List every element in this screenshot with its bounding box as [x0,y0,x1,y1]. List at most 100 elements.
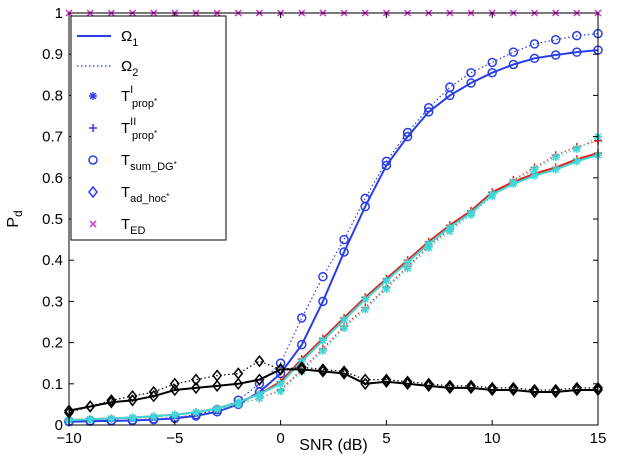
data-point [339,234,349,245]
asterisk-mark-b [425,244,433,252]
x-tick-label: 5 [382,430,390,447]
circle-mark [297,339,307,350]
data-point [487,383,498,397]
diamond-mark [190,381,201,395]
data-point [423,379,434,393]
data-point [423,103,434,113]
x-mark-b [89,220,97,228]
data-point [276,379,285,388]
data-point [466,379,477,393]
circle-mark [381,156,392,167]
diamond-mark [127,389,138,403]
asterisk-mark-b [171,411,179,419]
data-point [275,358,286,368]
y-tick-label: 0.1 [42,376,63,393]
data-point [508,47,519,57]
data-point [254,354,265,368]
data-point [317,365,328,378]
asterisk-mark-b [340,316,348,324]
diamond-mark [381,375,392,388]
data-point [276,387,285,396]
data-point [488,192,497,201]
circle-mark [529,53,540,64]
diamond-mark [85,400,96,413]
data-point [572,157,581,166]
asterisk-mark-b [404,258,412,266]
series-5 [65,132,602,425]
legend-marker [89,92,97,100]
asterisk-mark-b [213,405,221,413]
legend-label-sub: sum_DG [130,161,173,173]
legend-label-sup: I [130,84,133,96]
data-point [529,39,540,49]
data-point [487,381,498,395]
legend-label-sub: 1 [132,37,138,49]
diamond-mark [148,385,159,399]
data-point [318,271,328,282]
data-point [212,379,223,393]
data-point [572,47,582,57]
circle-mark [339,234,349,245]
asterisk-mark-b [404,264,412,272]
data-point [382,285,391,294]
legend-label-main: T [121,152,130,169]
data-point [423,377,434,391]
circle-mark [572,30,582,41]
legend-marker [88,155,98,165]
legend-label-star: * [154,129,157,138]
data-point [508,381,519,395]
diamond-mark [466,379,477,393]
legend-label: Tsum_DG* [121,152,177,173]
data-point [572,144,581,153]
data-point [296,361,307,374]
legend-label-sub: 2 [132,67,138,79]
circle-mark [402,127,413,138]
x-tick-label: −5 [166,430,183,447]
data-point [361,295,370,304]
data-point [318,336,327,345]
data-point [424,243,433,252]
legend-label-main: T [121,88,130,105]
circle-mark [297,313,307,323]
data-point [254,373,265,386]
diamond-mark [233,367,244,380]
circle-mark [487,57,497,68]
data-point [403,264,412,273]
y-tick-label: 0.6 [42,170,63,187]
data-point [551,165,560,174]
asterisk-mark-b [234,400,242,408]
diamond-mark [254,354,265,368]
y-tick-label: 0.3 [42,293,63,310]
data-point [551,153,560,162]
asterisk-mark-b [255,394,263,402]
circle-mark [88,155,98,165]
legend-label-main: T [121,216,130,233]
circle-mark [318,296,328,307]
asterisk-mark-b [509,178,517,186]
asterisk-mark-b [319,337,327,345]
data-point [106,394,117,407]
data-point [571,381,582,395]
data-point [360,193,370,204]
legend-label: TED [121,216,146,237]
legend-entry: TI prop* [89,84,157,110]
data-point [339,247,349,257]
data-point [550,50,561,60]
data-point [318,296,328,307]
data-point [445,82,455,92]
data-point [340,315,349,324]
data-point [381,156,392,167]
legend-label-sub: prop [132,130,154,142]
data-point [233,367,244,380]
diamond-mark [169,377,180,391]
legend-marker [89,220,97,228]
data-point [361,305,370,314]
x-tick-label: 0 [276,430,284,447]
diamond-mark [381,373,392,386]
y-tick-label: 0.2 [42,335,63,352]
diamond-mark [212,369,223,382]
data-point [86,415,95,424]
legend-label: Ω2 [121,58,138,79]
legend-label-main: T [121,120,130,137]
